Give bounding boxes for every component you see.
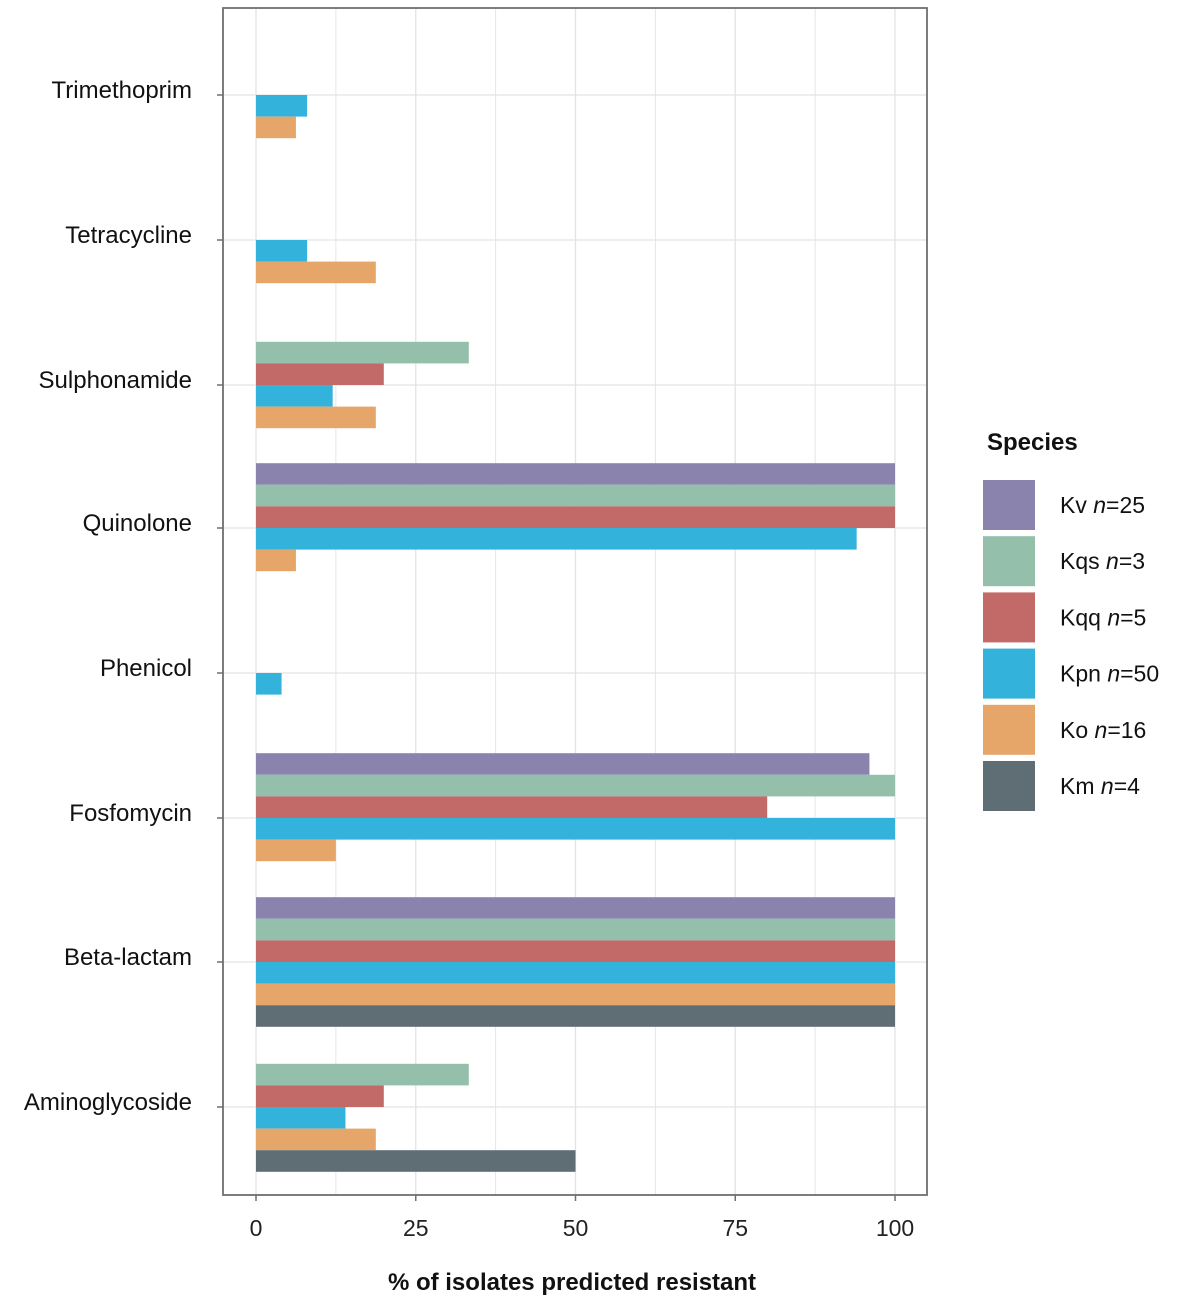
legend-label-kpn: Kpn n=50 xyxy=(1060,661,1159,687)
bar-kpn-aminoglycoside xyxy=(256,1107,346,1129)
legend-key-km xyxy=(983,761,1035,811)
legend-key-kv xyxy=(983,480,1035,530)
legend-label-km: Km n=4 xyxy=(1060,773,1140,799)
category-label: Beta-lactam xyxy=(64,944,192,971)
bar-ko-sulphonamide xyxy=(256,406,376,429)
legend-label-ko: Ko n=16 xyxy=(1060,717,1146,743)
legend-title: Species xyxy=(987,429,1078,456)
bar-kqs-aminoglycoside xyxy=(256,1063,469,1086)
bar-kpn-phenicol xyxy=(256,673,282,695)
bar-kv-beta-lactam xyxy=(256,897,895,919)
x-tick-label: 25 xyxy=(403,1215,429,1241)
bar-kqq-aminoglycoside xyxy=(256,1085,384,1107)
category-label: Fosfomycin xyxy=(69,800,192,827)
legend-label-kv: Kv n=25 xyxy=(1060,492,1145,518)
bar-ko-trimethoprim xyxy=(256,116,296,139)
bars xyxy=(256,95,895,1172)
bar-kqs-sulphonamide xyxy=(256,341,469,364)
bar-ko-quinolone xyxy=(256,549,296,572)
legend-key-ko xyxy=(983,704,1035,755)
bar-kpn-fosfomycin xyxy=(256,818,895,840)
category-label: Sulphonamide xyxy=(39,367,192,394)
x-tick-label: 75 xyxy=(722,1215,748,1241)
legend: Species Kv n=25 Kqs n=3 Kqq n=5 Kpn n=50 Ko … xyxy=(983,429,1159,811)
bar-kpn-trimethoprim xyxy=(256,95,308,117)
x-tick-label: 50 xyxy=(563,1215,589,1241)
bar-kqs-quinolone xyxy=(256,484,895,507)
bar-kpn-quinolone xyxy=(256,528,857,550)
category-label: Phenicol xyxy=(100,655,192,682)
bar-kpn-sulphonamide xyxy=(256,385,333,407)
bar-kqq-fosfomycin xyxy=(256,796,768,818)
bar-ko-fosfomycin xyxy=(256,839,336,862)
legend-label-kqq: Kqq n=5 xyxy=(1060,604,1146,630)
x-axis-ticks: 0 25 50 75 100 xyxy=(250,1195,914,1241)
bar-ko-beta-lactam xyxy=(256,983,895,1006)
bar-kv-fosfomycin xyxy=(256,753,870,775)
category-label: Trimethoprim xyxy=(52,77,192,104)
bar-kqq-beta-lactam xyxy=(256,940,895,962)
bar-kv-quinolone xyxy=(256,463,895,485)
category-label: Tetracycline xyxy=(65,222,192,249)
category-label: Aminoglycoside xyxy=(24,1089,192,1116)
bar-kpn-beta-lactam xyxy=(256,962,895,984)
legend-key-kqs xyxy=(983,536,1035,587)
x-tick-label: 0 xyxy=(250,1215,263,1241)
legend-label-kqs: Kqs n=3 xyxy=(1060,548,1145,574)
bar-kqq-sulphonamide xyxy=(256,363,384,385)
category-label: Quinolone xyxy=(83,510,192,537)
category-labels: Trimethoprim Tetracycline Sulphonamide Quin… xyxy=(24,77,223,1116)
x-axis-title: % of isolates predicted resistant xyxy=(388,1269,756,1296)
bar-kpn-tetracycline xyxy=(256,240,308,262)
bar-km-aminoglycoside xyxy=(256,1150,576,1172)
bar-ko-tetracycline xyxy=(256,261,376,284)
x-tick-label: 100 xyxy=(876,1215,914,1241)
bar-km-beta-lactam xyxy=(256,1005,895,1027)
bar-kqq-quinolone xyxy=(256,506,895,528)
legend-key-kpn xyxy=(983,648,1035,699)
bar-kqs-beta-lactam xyxy=(256,918,895,941)
bar-ko-aminoglycoside xyxy=(256,1128,376,1151)
bar-kqs-fosfomycin xyxy=(256,774,895,797)
legend-key-kqq xyxy=(983,592,1035,643)
legend-items: Kv n=25 Kqs n=3 Kqq n=5 Kpn n=50 Ko n=16 Km n… xyxy=(983,480,1159,811)
